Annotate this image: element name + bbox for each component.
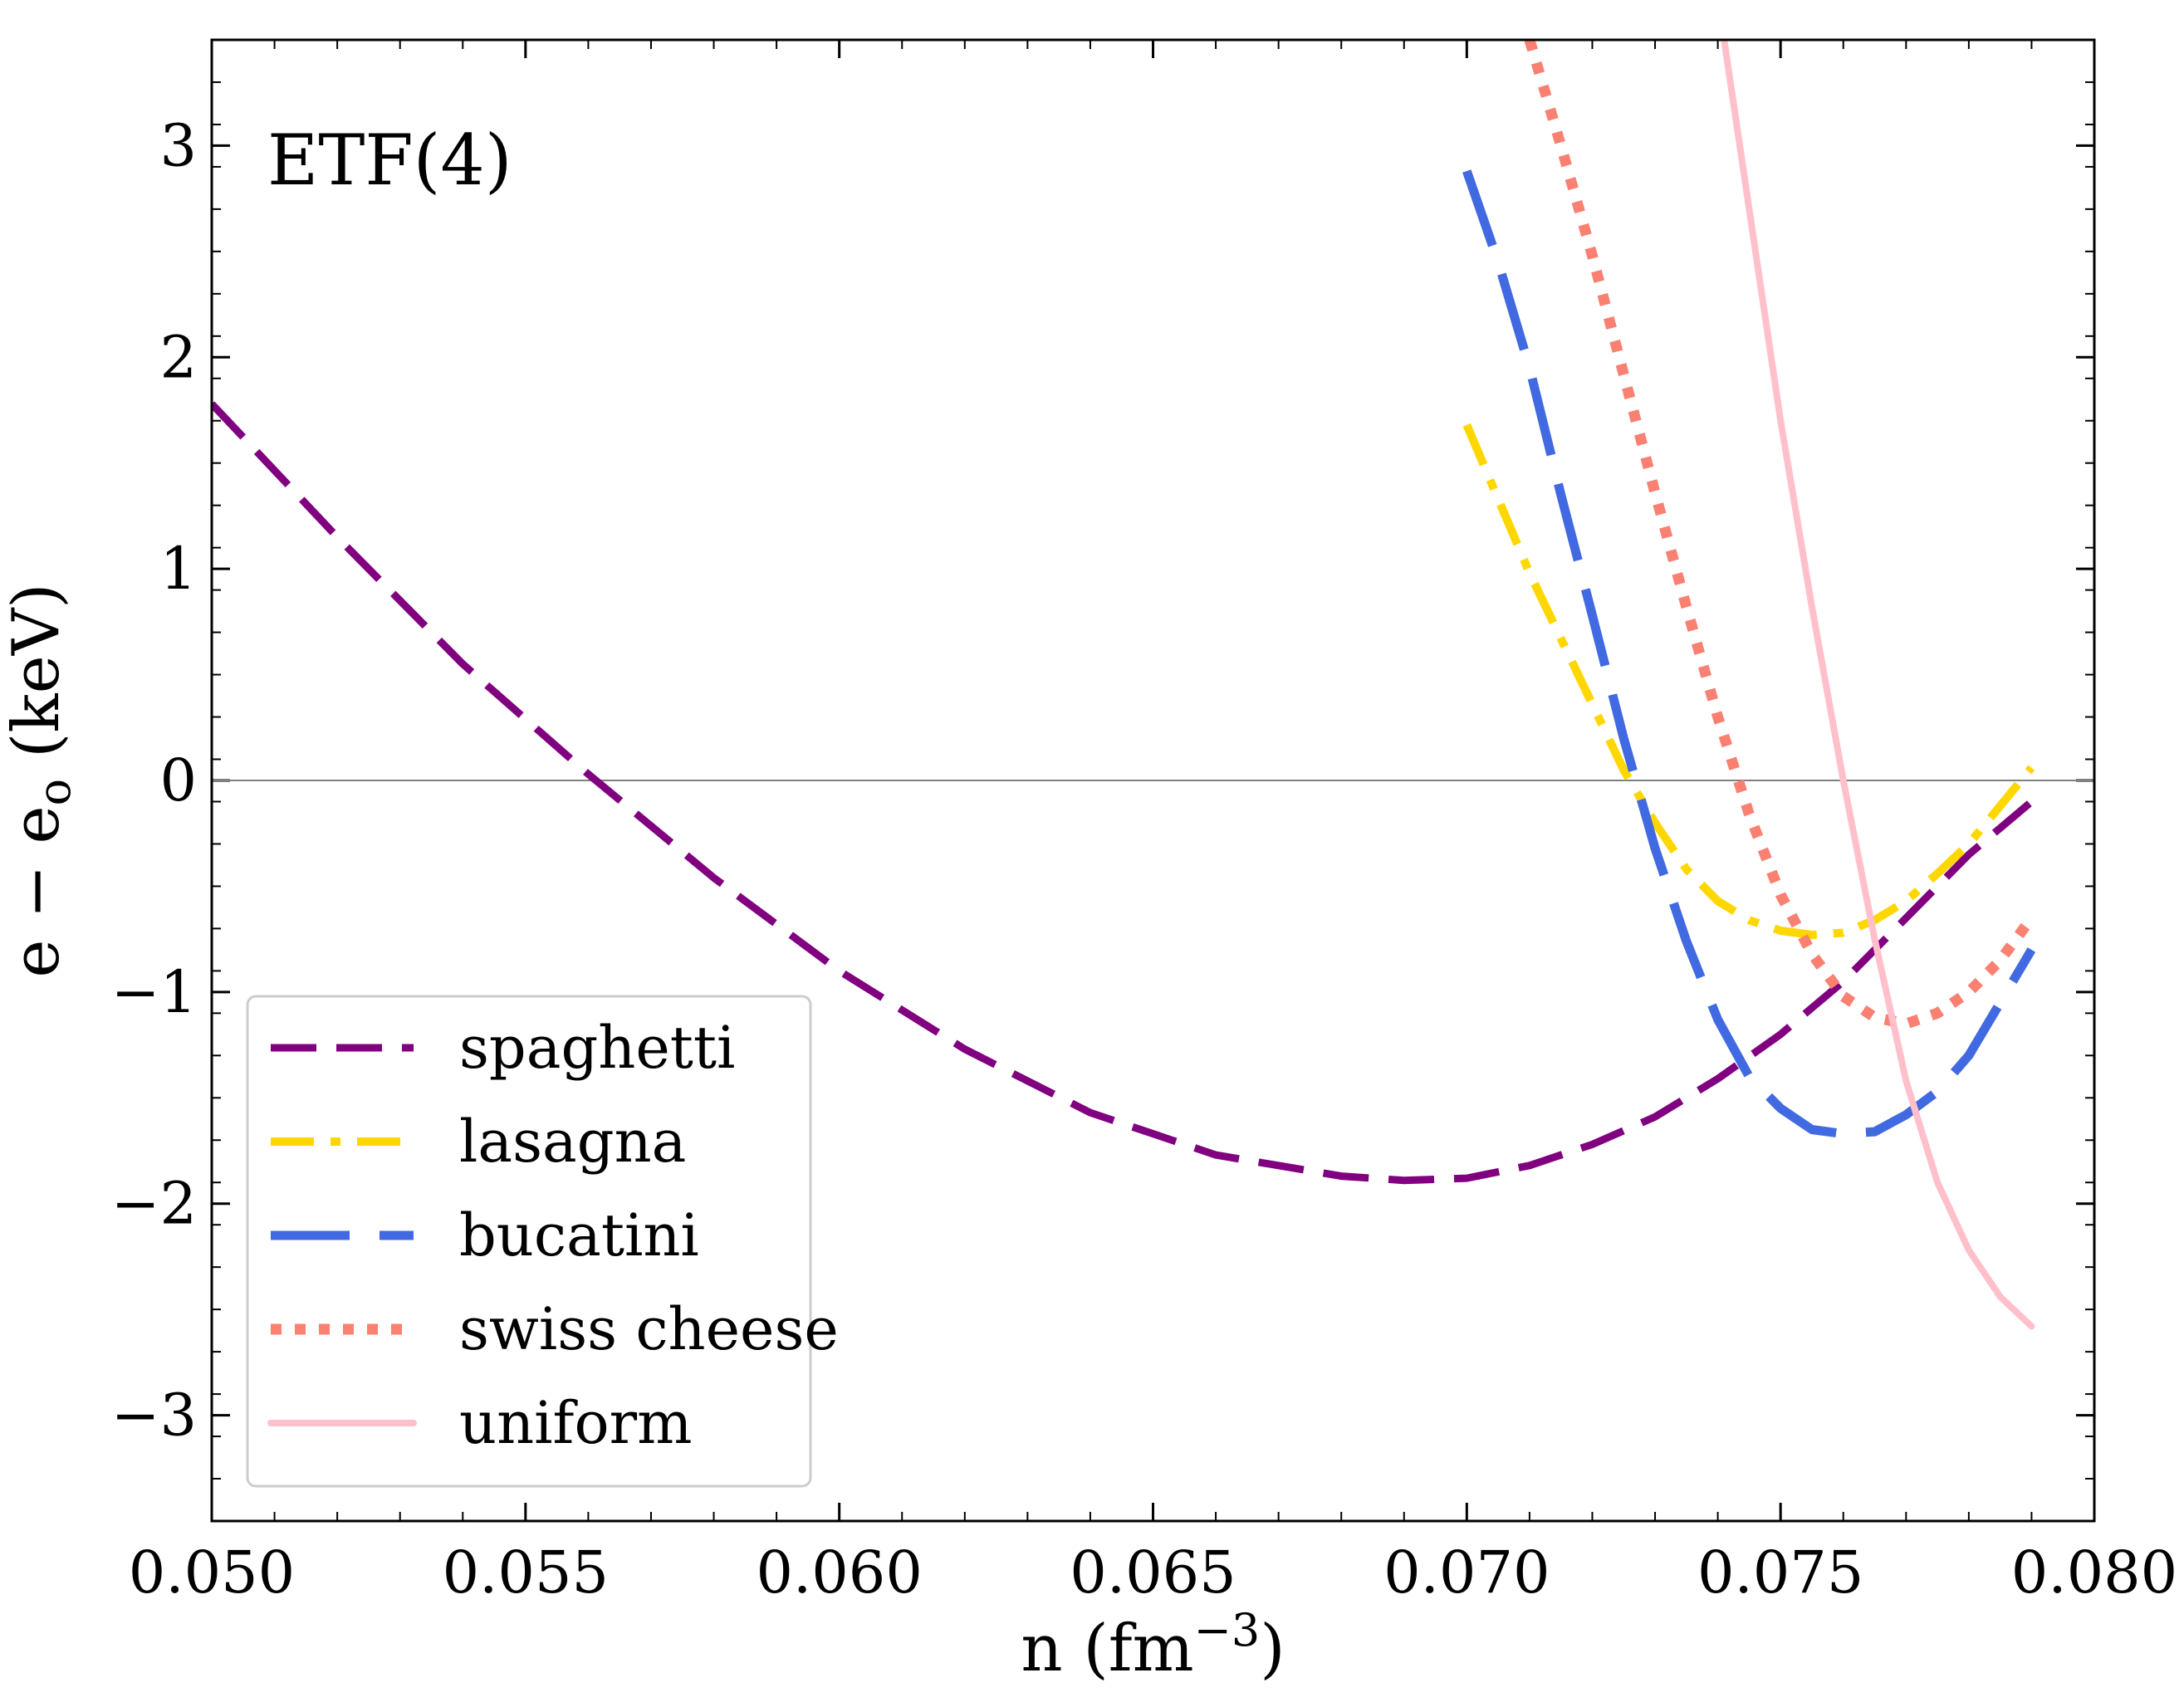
- y-axis-label: e − eo (keV): [0, 583, 81, 977]
- series-line-bucatini: [1462, 169, 2036, 1139]
- x-tick-label: 0.065: [1070, 1538, 1236, 1607]
- legend: spaghetti lasagna bucatini swiss cheese unif…: [246, 995, 839, 1488]
- x-axis-label: n (fm−3): [1021, 1604, 1285, 1686]
- x-tick-label: 0.050: [129, 1538, 295, 1607]
- legend-box: [246, 995, 812, 1488]
- y-tick-label: 2: [159, 323, 197, 391]
- series-line-spaghetti: [212, 401, 2035, 1185]
- x-tick-labels: 0.050 0.055 0.060 0.065 0.070 0.075 0.080: [129, 1538, 2177, 1607]
- y-tick-label: 3: [159, 111, 197, 179]
- x-tick-label: 0.060: [756, 1538, 922, 1607]
- y-tick-label: 0: [159, 746, 197, 814]
- legend-label-bucatini: bucatini: [459, 1201, 699, 1269]
- series-layer: [212, 40, 2036, 1330]
- series-line-lasagna: [1462, 423, 2035, 939]
- y-tick-label: −1: [111, 958, 197, 1026]
- y-tick-labels: −3 −2 −1 0 1 2 3: [111, 111, 197, 1449]
- legend-label-uniform: uniform: [459, 1389, 692, 1457]
- x-tick-label: 0.055: [443, 1538, 609, 1607]
- series-line-swiss-cheese: [1524, 40, 2036, 1030]
- model-annotation: ETF(4): [267, 120, 512, 201]
- legend-items: spaghetti lasagna bucatini swiss cheese unif…: [267, 1014, 839, 1457]
- x-axis-label-exponent: −3: [1194, 1604, 1261, 1656]
- x-axis-label-close: ): [1260, 1612, 1285, 1686]
- series-line-uniform: [1721, 40, 2035, 1330]
- y-tick-label: 1: [159, 535, 197, 603]
- legend-label-lasagna: lasagna: [459, 1108, 686, 1176]
- x-tick-label: 0.075: [1697, 1538, 1863, 1607]
- y-tick-label: −2: [111, 1170, 197, 1238]
- x-tick-label: 0.080: [2011, 1538, 2177, 1607]
- plot-frame: [210, 38, 2096, 1523]
- x-axis-label-text: n (fm: [1021, 1612, 1193, 1686]
- y-axis-label-text: e − e: [0, 805, 74, 977]
- y-axis-label-unit: (keV): [0, 583, 74, 778]
- x-tick-label: 0.070: [1383, 1538, 1550, 1607]
- legend-label-spaghetti: spaghetti: [459, 1014, 735, 1082]
- y-tick-label: −3: [111, 1382, 197, 1450]
- y-axis-label-subscript: o: [28, 779, 81, 806]
- legend-label-swiss-cheese: swiss cheese: [459, 1295, 839, 1363]
